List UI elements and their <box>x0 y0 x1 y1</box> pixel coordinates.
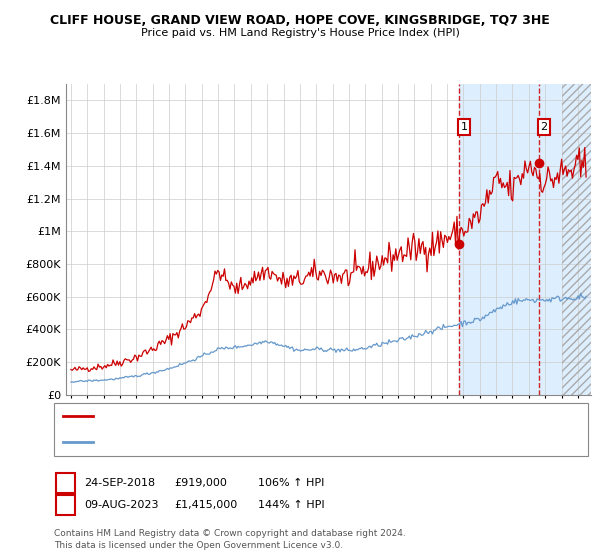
Text: 2: 2 <box>541 122 548 132</box>
Text: Price paid vs. HM Land Registry's House Price Index (HPI): Price paid vs. HM Land Registry's House … <box>140 28 460 38</box>
Text: 106% ↑ HPI: 106% ↑ HPI <box>258 478 325 488</box>
Bar <box>562 84 600 395</box>
Text: CLIFF HOUSE, GRAND VIEW ROAD, HOPE COVE, KINGSBRIDGE, TQ7 3HE: CLIFF HOUSE, GRAND VIEW ROAD, HOPE COVE,… <box>50 14 550 27</box>
Text: Contains HM Land Registry data © Crown copyright and database right 2024.: Contains HM Land Registry data © Crown c… <box>54 529 406 538</box>
Text: 2: 2 <box>62 500 69 510</box>
Text: 24-SEP-2018: 24-SEP-2018 <box>84 478 155 488</box>
Text: £1,415,000: £1,415,000 <box>174 500 237 510</box>
Text: This data is licensed under the Open Government Licence v3.0.: This data is licensed under the Open Gov… <box>54 542 343 550</box>
Text: 09-AUG-2023: 09-AUG-2023 <box>84 500 158 510</box>
Text: HPI: Average price, detached house, South Hams: HPI: Average price, detached house, Sout… <box>99 437 340 447</box>
Text: 1: 1 <box>62 478 69 488</box>
Text: £919,000: £919,000 <box>174 478 227 488</box>
Bar <box>539 84 600 395</box>
Text: CLIFF HOUSE, GRAND VIEW ROAD, HOPE COVE, KINGSBRIDGE, TQ7 3HE (detached hous: CLIFF HOUSE, GRAND VIEW ROAD, HOPE COVE,… <box>99 411 531 421</box>
Text: 1: 1 <box>461 122 467 132</box>
Text: 144% ↑ HPI: 144% ↑ HPI <box>258 500 325 510</box>
Bar <box>459 84 539 395</box>
